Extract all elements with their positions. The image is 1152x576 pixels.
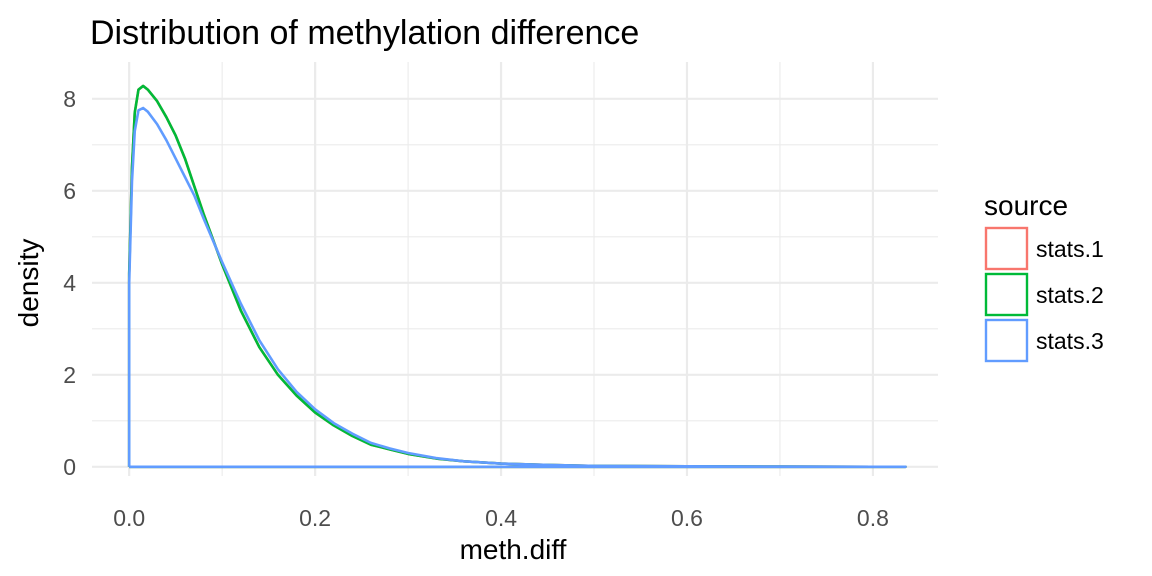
series-lines	[127, 84, 907, 469]
x-tick-label: 0.4	[485, 505, 517, 531]
y-tick-label: 4	[63, 270, 76, 296]
x-tick-label: 0.8	[857, 505, 889, 531]
legend-key-stats-3	[984, 318, 1029, 363]
y-tick-label: 8	[63, 86, 76, 112]
legend-label: stats.1	[1036, 236, 1104, 262]
legend-label: stats.2	[1036, 282, 1104, 308]
y-tick-label: 2	[63, 362, 76, 388]
legend-label: stats.3	[1036, 328, 1104, 354]
y-axis-ticks: 0 2 4 6 8	[63, 86, 76, 480]
chart-title: Distribution of methylation difference	[90, 14, 639, 52]
panel-grid	[92, 62, 938, 476]
density-line-stats-2	[127, 84, 907, 469]
y-tick-label: 0	[63, 454, 76, 480]
x-axis-title: meth.diff	[460, 534, 567, 565]
y-tick-label: 6	[63, 178, 76, 204]
x-tick-label: 0.0	[113, 505, 145, 531]
legend-key-stats-1	[984, 226, 1029, 271]
x-axis-ticks: 0.0 0.2 0.4 0.6 0.8	[113, 505, 889, 531]
y-axis-title: density	[13, 239, 44, 328]
x-tick-label: 0.2	[299, 505, 331, 531]
density-line-stats-1	[127, 84, 907, 469]
legend-title: source	[984, 190, 1068, 221]
x-tick-label: 0.6	[671, 505, 703, 531]
legend-key-stats-2	[984, 272, 1029, 317]
legend: source stats.1 stats.2 stats.3	[984, 190, 1104, 363]
density-line-stats-3	[127, 106, 907, 469]
